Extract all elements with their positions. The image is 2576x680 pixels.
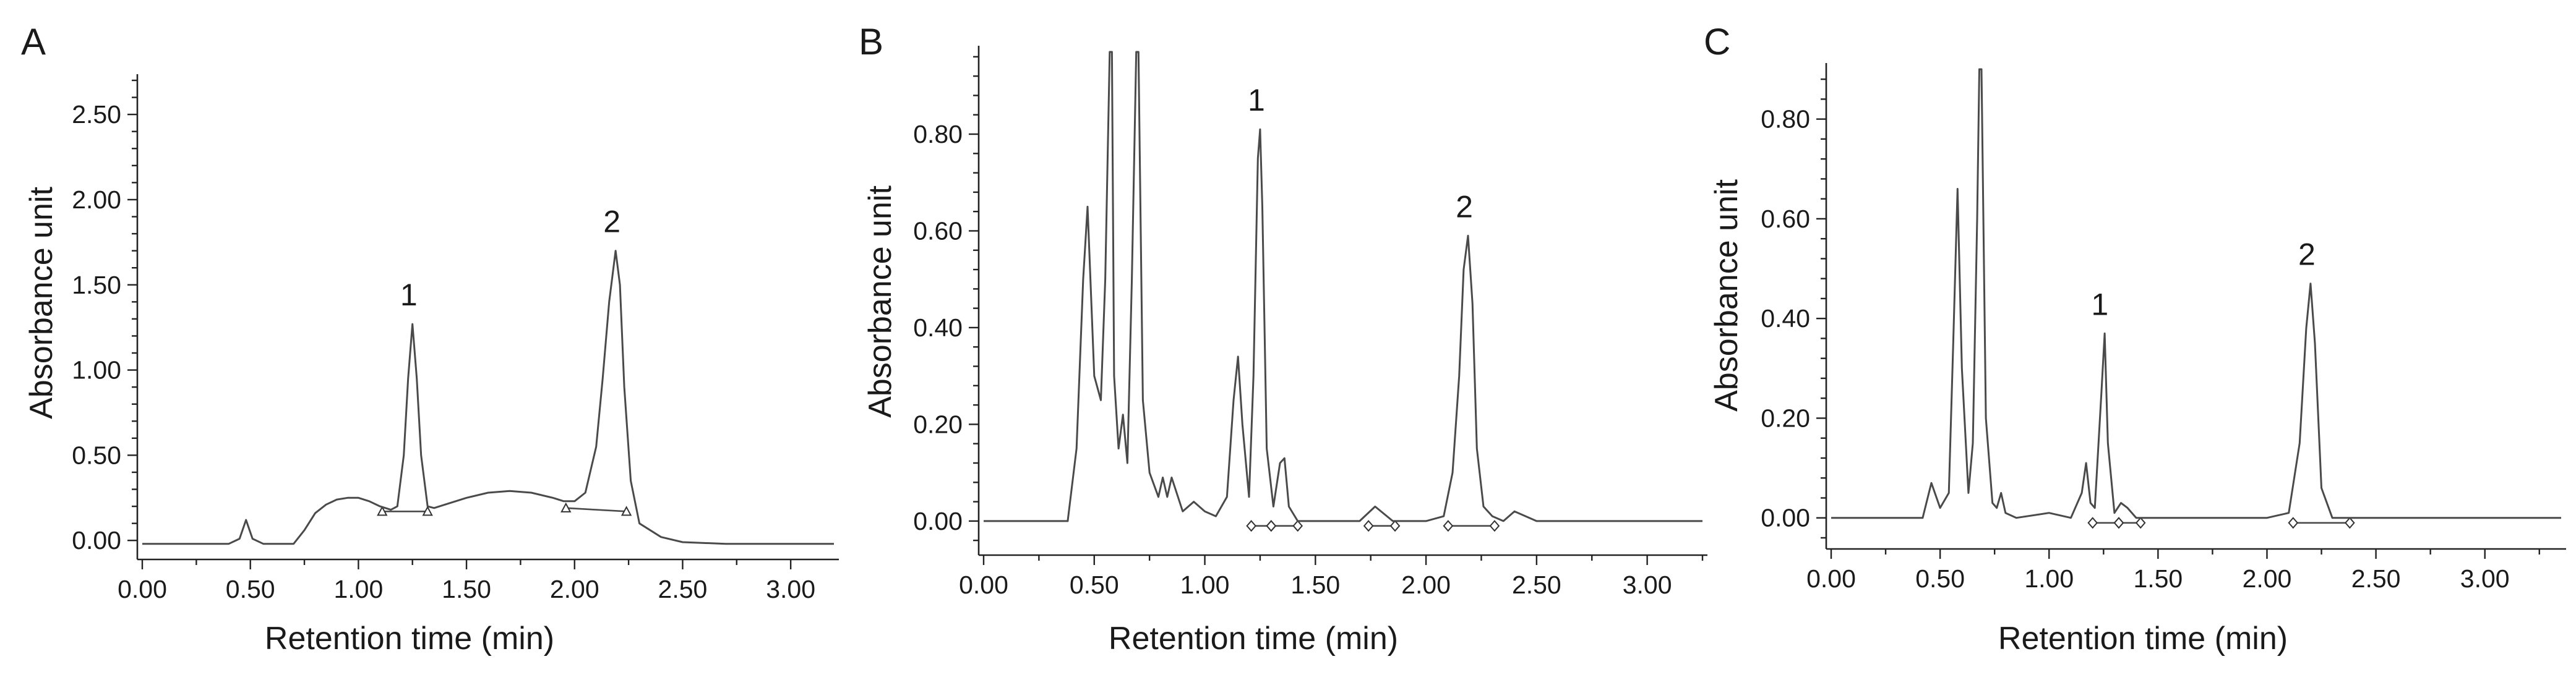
panel-c-x-tick-label: 3.00	[2460, 564, 2510, 593]
panel-b-y-tick-label: 0.60	[913, 216, 963, 245]
panel-c-x-tick-label: 0.00	[1806, 564, 1856, 593]
panel-a-xlabel: Retention time (min)	[265, 621, 554, 657]
panel-c-baseline-marker	[2288, 517, 2299, 529]
panel-c-x-tick-label: 2.00	[2243, 564, 2292, 593]
panel-b-y-tick-label: 0.20	[913, 410, 963, 438]
panel-b-trace	[984, 51, 1702, 522]
panel-b-axes: 0.00 0.50 1.00 1.50 2.00 2.50 3.00 0.00 0.20 0.40…	[913, 46, 1707, 599]
panel-a-y-tick-label: 0.00	[72, 526, 121, 555]
panel-c-marks: 12	[1831, 68, 2561, 529]
panel-c-x-tick-label: 2.50	[2351, 564, 2401, 593]
panel-a-y-tick-label: 0.50	[72, 441, 121, 469]
panel-b-peak-label: 1	[1248, 83, 1265, 117]
panel-c-baseline-marker	[2135, 517, 2146, 529]
panel-c-baseline-marker	[2113, 517, 2124, 529]
panel-b-marks: 12	[984, 51, 1702, 532]
panel-b-baseline-marker	[1246, 520, 1256, 532]
panel-b-ylabel: Absorbance unit	[862, 185, 898, 418]
panel-b-y-tick-label: 0.80	[913, 120, 963, 148]
panel-a-trace	[142, 250, 834, 545]
panel-a-y-tick-label: 2.00	[72, 185, 121, 214]
panel-a-ylabel: Absorbance unit	[24, 187, 59, 419]
panel-a-baseline-marker	[560, 502, 572, 512]
panel-a-x-tick-label: 0.50	[226, 575, 275, 603]
panel-b-baseline-marker	[1363, 520, 1374, 532]
panel-c-y-tick-label: 0.20	[1761, 404, 1810, 432]
panel-c-peak-label: 2	[2298, 237, 2316, 272]
panel-a-x-tick-label: 1.50	[442, 575, 491, 603]
panel-b-y-tick-label: 0.40	[913, 313, 963, 342]
panel-c-baseline-marker	[2087, 517, 2098, 529]
panel-b-x-tick-label: 0.50	[1070, 571, 1119, 599]
panel-b-x-tick-label: 0.00	[959, 571, 1008, 599]
panel-letter-a: A	[21, 21, 46, 62]
panel-b-baseline-marker	[1443, 520, 1454, 532]
panel-a-x-tick-label: 0.00	[118, 575, 167, 603]
panel-c-xlabel: Retention time (min)	[1998, 621, 2288, 657]
panel-b-x-tick-label: 2.50	[1512, 571, 1561, 599]
panel-a-x-tick-label: 2.50	[658, 575, 708, 603]
panel-b-baseline-marker	[1389, 520, 1401, 532]
panel-a-x-tick-label: 1.00	[333, 575, 383, 603]
panel-c-y-tick-label: 0.00	[1761, 504, 1810, 532]
panel-c-y-tick-label: 0.80	[1761, 105, 1810, 134]
panel-a-axes: 0.00 0.50 1.00 1.50 2.00 2.50 3.00 0.00 0.50 1.00…	[72, 74, 839, 603]
panel-b-baseline-marker	[1489, 520, 1500, 532]
panel-c-y-tick-label: 0.40	[1761, 304, 1810, 333]
panel-b: B 0.00 0.50 1.00 1.50 2.00 2.50 3.000.000.200.…	[859, 21, 1707, 657]
panel-a-integration-baseline	[565, 507, 627, 512]
panel-c-baseline-marker	[2344, 517, 2355, 529]
panel-letter-c: C	[1704, 21, 1730, 62]
panel-b-xlabel: Retention time (min)	[1109, 621, 1398, 657]
panel-c-ylabel: Absorbance unit	[1709, 179, 1745, 412]
panel-a-baseline-marker	[620, 506, 632, 516]
panel-c: C 0.00 0.50 1.00 1.50 2.00 2.50 3.000.000.200.…	[1704, 21, 2566, 657]
panel-a-baseline-marker	[422, 506, 433, 516]
panel-a-y-tick-label: 2.50	[72, 100, 121, 129]
panel-a-x-tick-label: 3.00	[766, 575, 815, 603]
panel-c-peak-label: 1	[2091, 287, 2108, 321]
panel-b-peak-label: 2	[1456, 189, 1473, 224]
panel-b-x-tick-label: 1.00	[1180, 571, 1230, 599]
panel-c-x-tick-label: 1.00	[2024, 564, 2074, 593]
panel-b-y-tick-label: 0.00	[913, 507, 963, 535]
panel-c-axes: 0.00 0.50 1.00 1.50 2.00 2.50 3.00 0.00 0.20 0.40…	[1761, 63, 2566, 593]
panel-c-x-tick-label: 1.50	[2133, 564, 2183, 593]
panel-a-y-tick-label: 1.50	[72, 271, 121, 299]
panel-a-baseline-marker	[377, 506, 388, 516]
panel-c-trace	[1831, 68, 2561, 519]
panel-c-x-tick-label: 0.50	[1915, 564, 1965, 593]
panel-a-marks: 12	[142, 205, 834, 545]
panel-b-baseline-marker	[1266, 520, 1277, 532]
panel-b-x-tick-label: 2.00	[1401, 571, 1451, 599]
panel-a: A 0.00 0.50 1.00 1.50 2.00 2.50 3.00 0.00 0.50 1.…	[21, 21, 839, 657]
panel-a-peak-label: 1	[400, 278, 418, 312]
panel-b-x-tick-label: 1.50	[1290, 571, 1340, 599]
panel-b-x-tick-label: 3.00	[1623, 571, 1672, 599]
panel-b-baseline-marker	[1292, 520, 1303, 532]
panel-a-x-tick-label: 2.00	[550, 575, 599, 603]
panel-letter-b: B	[859, 21, 883, 62]
panel-a-y-tick-label: 1.00	[72, 356, 121, 385]
panel-a-peak-label: 2	[603, 205, 620, 239]
panel-c-y-tick-label: 0.60	[1761, 205, 1810, 233]
